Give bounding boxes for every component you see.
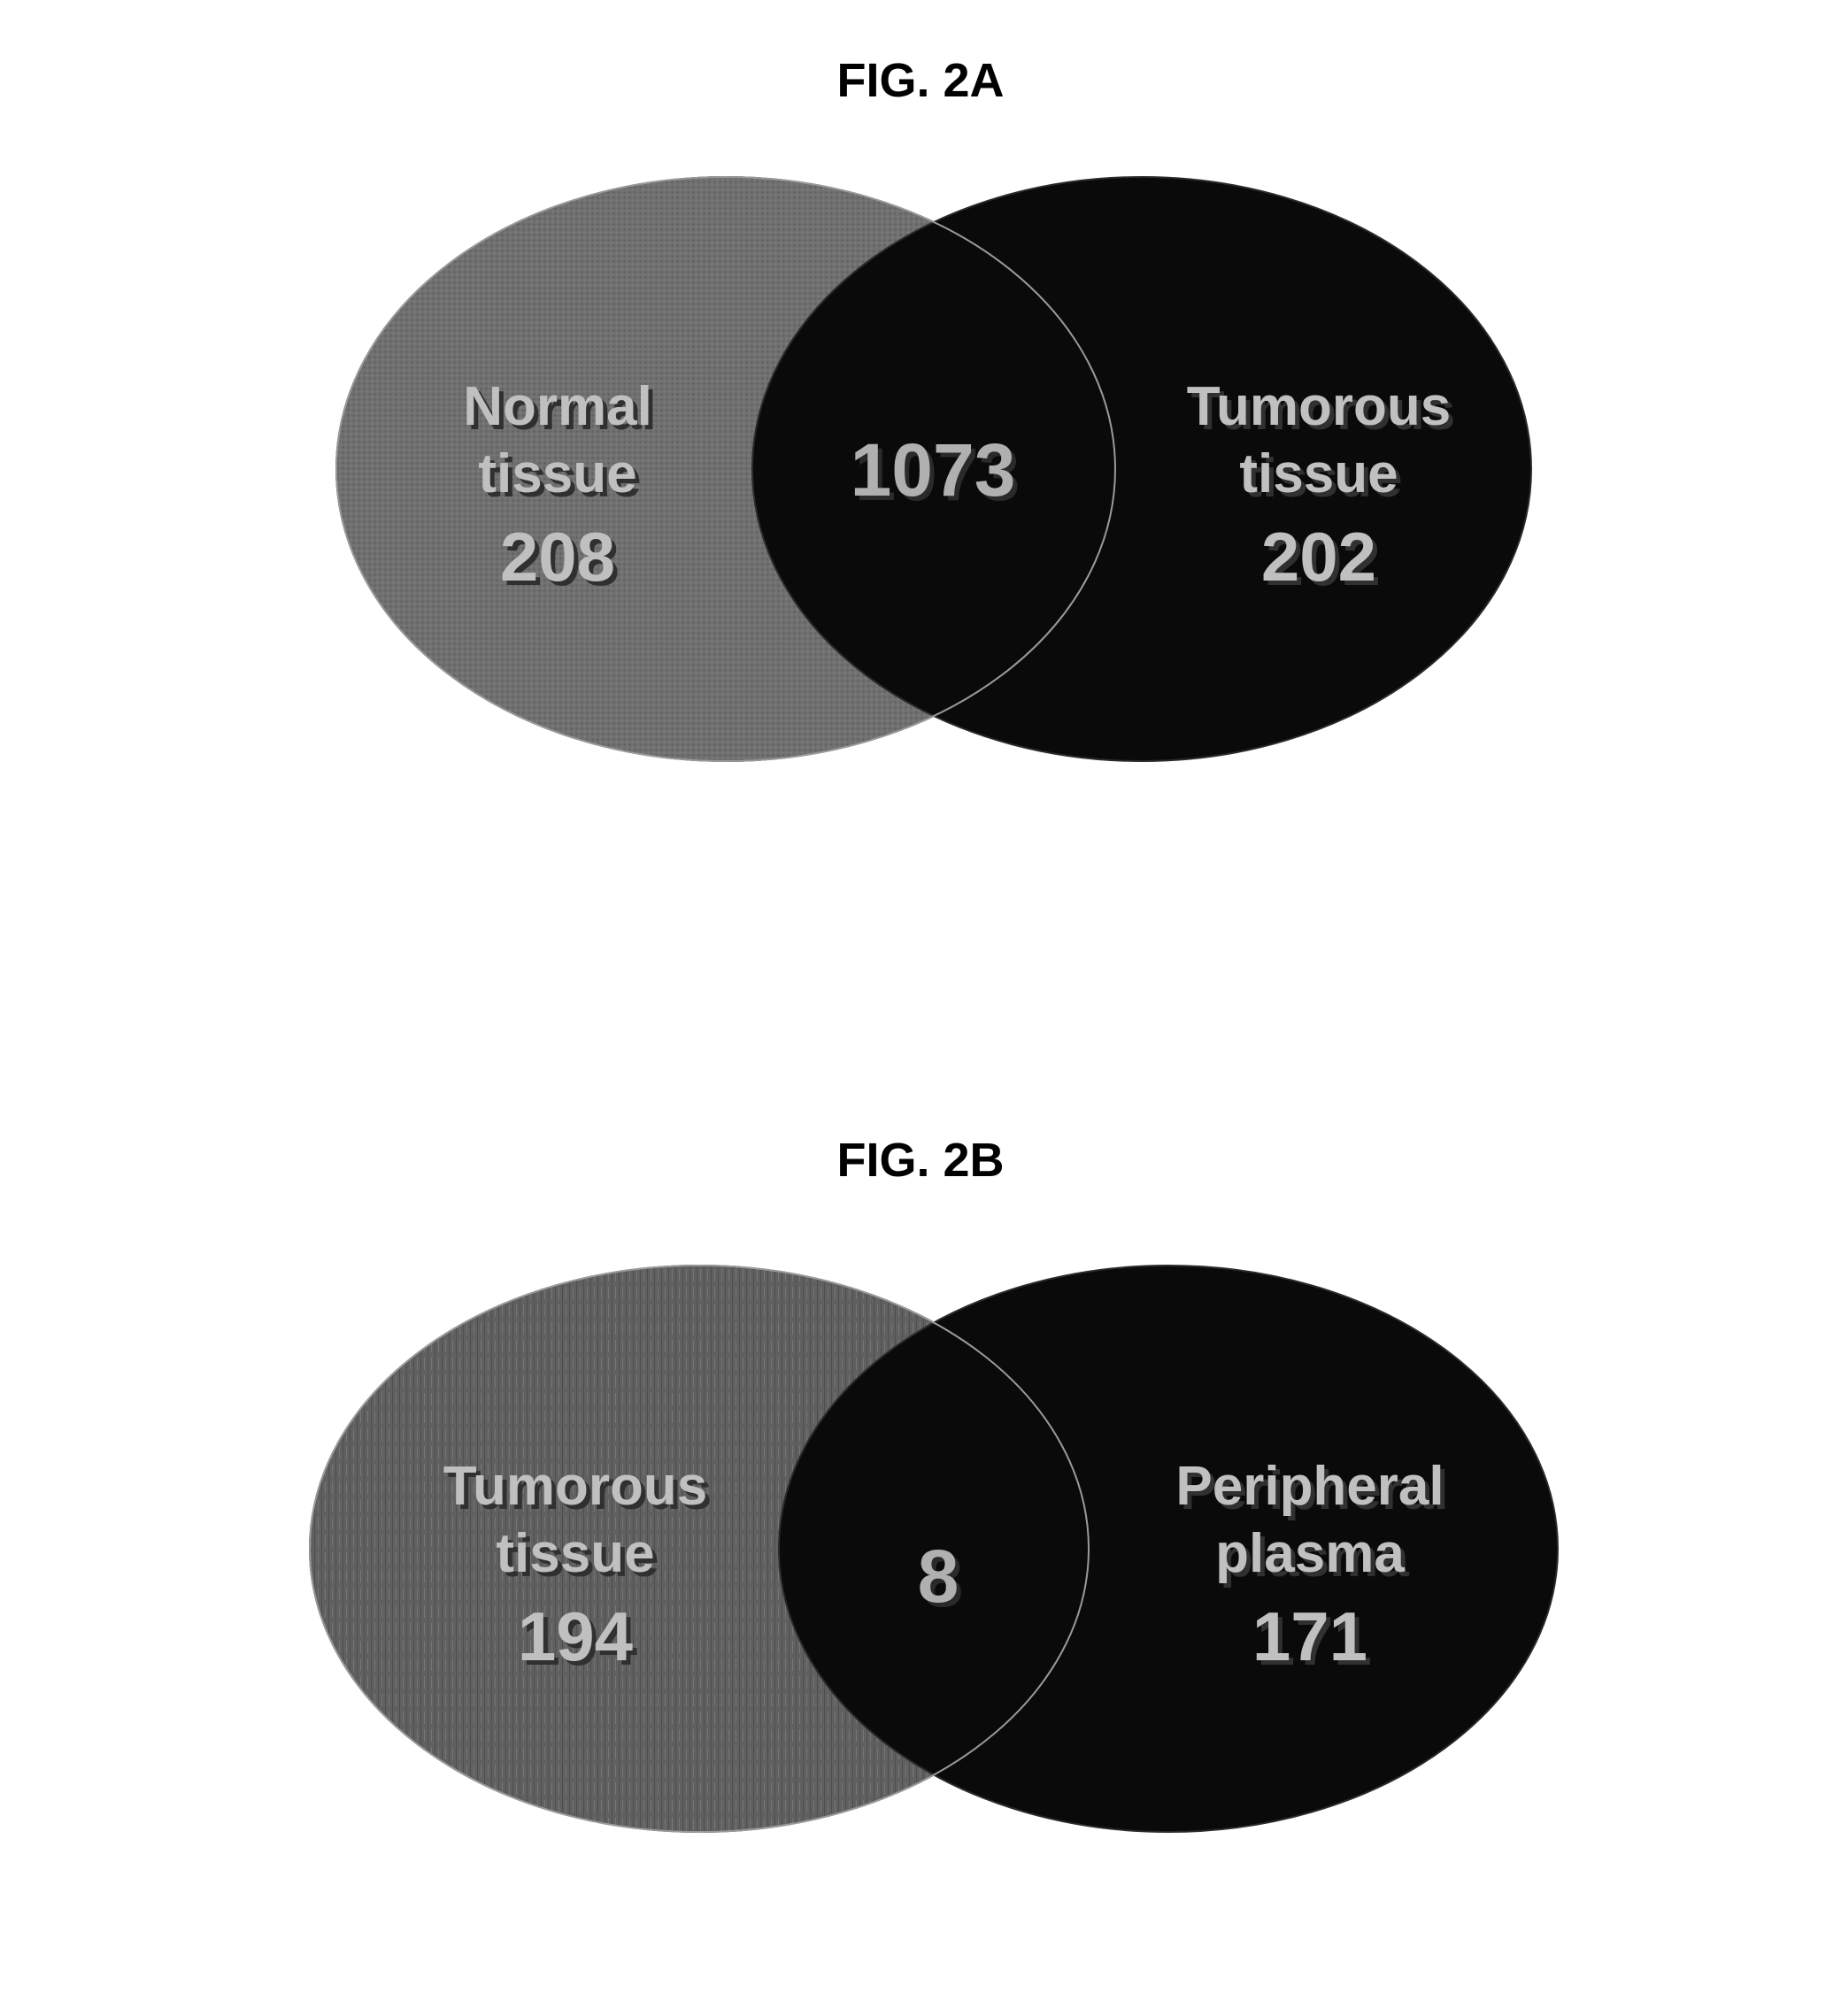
- set-a-line2: tissue: [496, 1523, 654, 1584]
- venn-a-container: NormalNormaltissuetissue208208TumorousTu…: [257, 133, 1584, 788]
- venn-overlap-value: 1073: [851, 428, 1016, 512]
- set-b-line1: Peripheral: [1175, 1456, 1444, 1517]
- venn-overlap-value: 8: [918, 1535, 959, 1618]
- venn-a-svg: NormalNormaltissuetissue208208TumorousTu…: [257, 133, 1584, 788]
- set-b-line1: Tumorous: [1187, 376, 1452, 437]
- venn-set-b: [779, 1266, 1558, 1832]
- set-a-value: 208: [500, 518, 615, 596]
- figure-b-title: FIG. 2B: [836, 1133, 1004, 1188]
- venn-b-svg: TumorousTumoroustissuetissue194194Periph…: [257, 1212, 1584, 1867]
- figure-a-title: FIG. 2A: [836, 53, 1004, 108]
- set-a-line1: Tumorous: [443, 1456, 708, 1517]
- set-a-line2: tissue: [478, 443, 636, 504]
- venn-b-container: TumorousTumoroustissuetissue194194Periph…: [257, 1212, 1584, 1867]
- set-b-line2: tissue: [1239, 443, 1398, 504]
- set-a-value: 194: [518, 1597, 633, 1675]
- set-b-value: 202: [1261, 518, 1376, 596]
- set-b-value: 171: [1252, 1597, 1367, 1675]
- set-a-line1: Normal: [463, 376, 652, 437]
- set-b-line2: plasma: [1215, 1523, 1405, 1584]
